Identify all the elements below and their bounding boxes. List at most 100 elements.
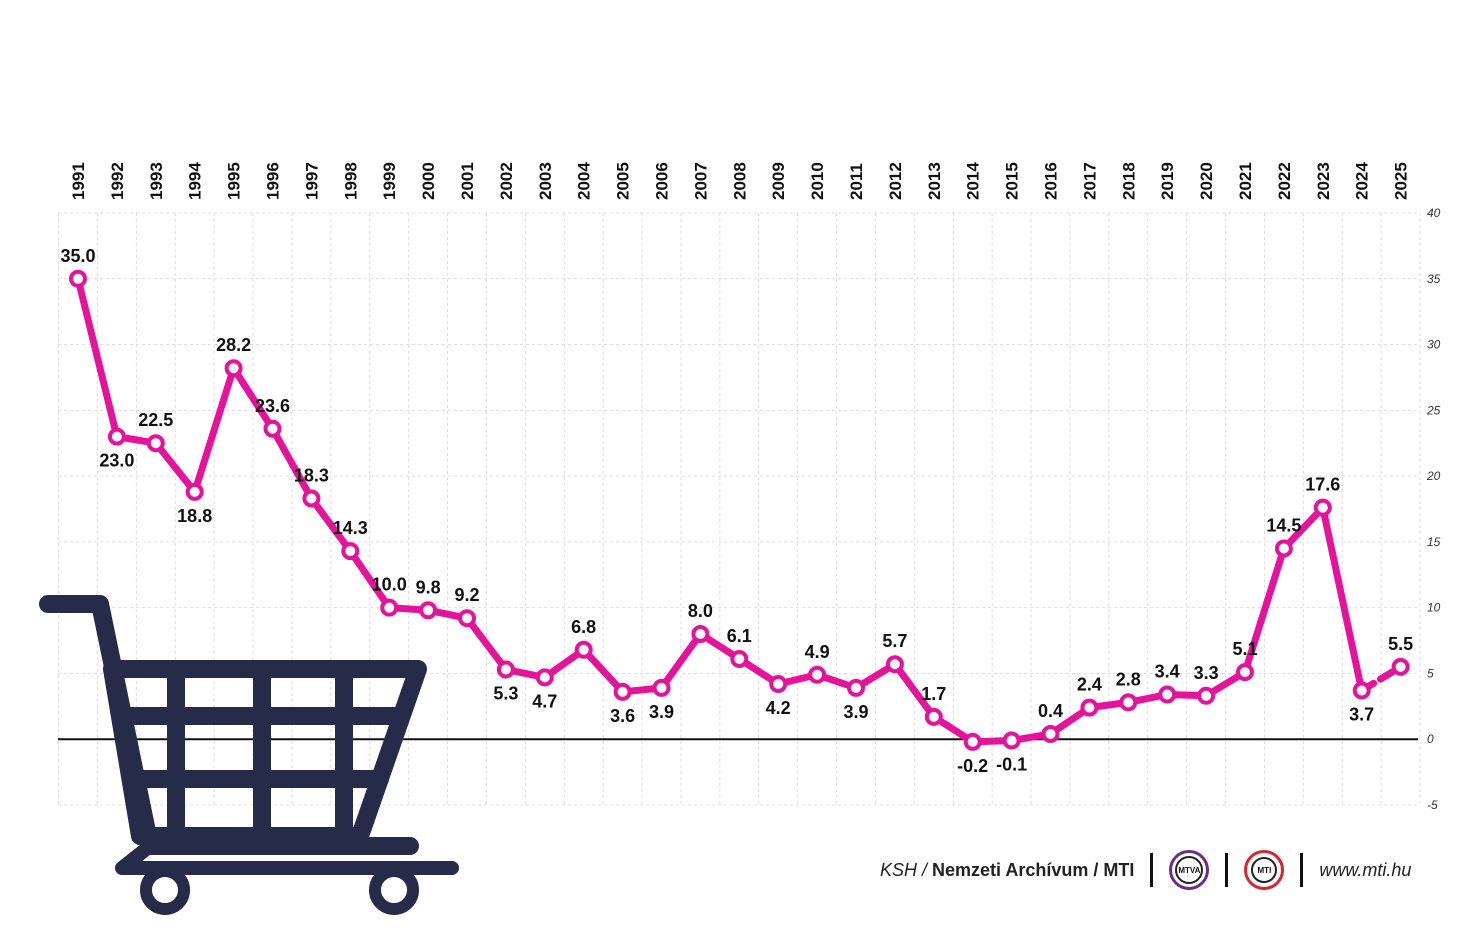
x-tick-label: 2020 [1197,162,1216,200]
x-tick-label: 2009 [769,162,788,200]
cart-bottom-rail [115,839,459,875]
series-line [74,275,1366,746]
data-label: 3.4 [1155,661,1180,681]
data-labels: 35.0 23.0 22.5 18.8 28.2 23.6 18.3 14.3 10.0 9.8 9… [60,246,1413,776]
x-tick-label: 2005 [614,162,633,200]
data-label: 9.2 [454,585,479,605]
data-point [963,732,982,751]
data-point [146,434,165,453]
data-point [924,707,943,726]
data-label: 3.3 [1194,663,1219,683]
y-tick-label: 20 [1426,469,1441,483]
data-point [419,601,438,620]
x-tick-label: 1992 [108,162,127,200]
data-label: -0.1 [996,755,1027,775]
data-point [769,674,788,693]
data-point [69,269,87,288]
data-point [458,609,476,628]
mti-logo-text: MTI [1257,866,1272,875]
data-point [1119,693,1138,712]
data-label: 2.4 [1077,675,1102,695]
data-point [808,665,827,684]
data-label: 3.7 [1349,705,1374,725]
footer-divider [1300,853,1304,887]
data-point [185,482,204,501]
source-ksh: KSH [880,859,918,880]
data-label: 3.9 [649,702,674,722]
data-label: 18.8 [177,506,212,526]
x-tick-label: 2017 [1080,162,1099,200]
x-tick-label: 2018 [1119,162,1138,200]
data-label: 10.0 [372,575,407,595]
x-tick-label: 2000 [419,162,438,200]
data-label: 6.8 [571,617,596,637]
shopping-cart-icon [39,595,459,915]
data-point [1197,686,1216,705]
data-label: 4.2 [766,698,791,718]
x-tick-label: 1994 [186,162,205,200]
x-tick-label: 2008 [730,162,749,200]
source-credit: KSH / Nemzeti Archívum / MTI [880,860,1134,881]
data-label: 14.3 [333,518,368,538]
x-tick-label: 1991 [69,162,88,200]
data-label: 2.8 [1116,669,1141,689]
footer-divider [1150,853,1154,887]
website-link[interactable]: www.mti.hu [1319,859,1412,880]
x-tick-label: 2016 [1042,162,1061,200]
data-point [107,427,126,446]
data-label: 5.1 [1232,639,1257,659]
y-tick-label: 25 [1426,403,1441,417]
data-point [496,660,515,679]
data-point [263,419,282,438]
data-label: 14.5 [1266,515,1301,535]
data-label: 4.9 [805,642,830,662]
source-archive: Nemzeti Archívum / MTI [932,859,1135,880]
data-label: 22.5 [138,410,173,430]
cart-wheel-right [369,865,419,915]
cart-frame [39,595,459,875]
x-tick-label: 2012 [886,162,905,200]
x-tick-label: 1996 [264,162,283,200]
data-point [1391,657,1410,676]
data-point [1041,724,1060,743]
data-label: 5.7 [882,631,907,651]
data-label: 3.6 [610,706,635,726]
y-tick-label: 30 [1427,338,1441,352]
data-label: 8.0 [688,601,713,621]
data-label: 5.3 [493,683,518,703]
data-label: 17.6 [1305,475,1340,495]
y-tick-label: 5 [1427,666,1434,680]
x-tick-label: 2025 [1392,162,1411,200]
source-footer: KSH / Nemzeti Archívum / MTI MTVA MTI ww… [880,850,1411,890]
x-tick-label: 2024 [1353,162,1372,200]
data-label: 18.3 [294,465,329,485]
data-point [1313,498,1332,517]
data-point [613,682,632,701]
data-point [652,678,671,697]
x-tick-label: 2022 [1275,162,1294,200]
data-label: 0.4 [1038,701,1063,721]
x-tick-label: 2002 [497,162,516,200]
data-label: 5.5 [1388,634,1413,654]
data-point [1236,663,1254,682]
x-tick-label: 2015 [1003,162,1022,200]
data-point [1352,681,1371,700]
x-tick-label: 2006 [653,162,672,200]
y-tick-label: 10 [1427,601,1441,615]
data-label: 28.2 [216,335,251,355]
x-tick-label: 1998 [341,162,360,200]
data-label: -0.2 [957,756,988,776]
data-point [302,489,321,508]
cart-wheel-left [140,865,190,915]
data-point [535,668,554,687]
x-tick-label: 2003 [536,162,555,200]
x-tick-label: 2019 [1158,162,1177,200]
mtva-logo-text: MTVA [1178,866,1201,875]
y-axis-ticks: 40 35 30 25 20 15 10 5 0 -5 [1426,206,1441,812]
data-point [847,678,865,697]
data-point [1158,685,1177,704]
data-point [1002,731,1021,750]
data-point [730,649,749,668]
data-point [224,359,243,378]
